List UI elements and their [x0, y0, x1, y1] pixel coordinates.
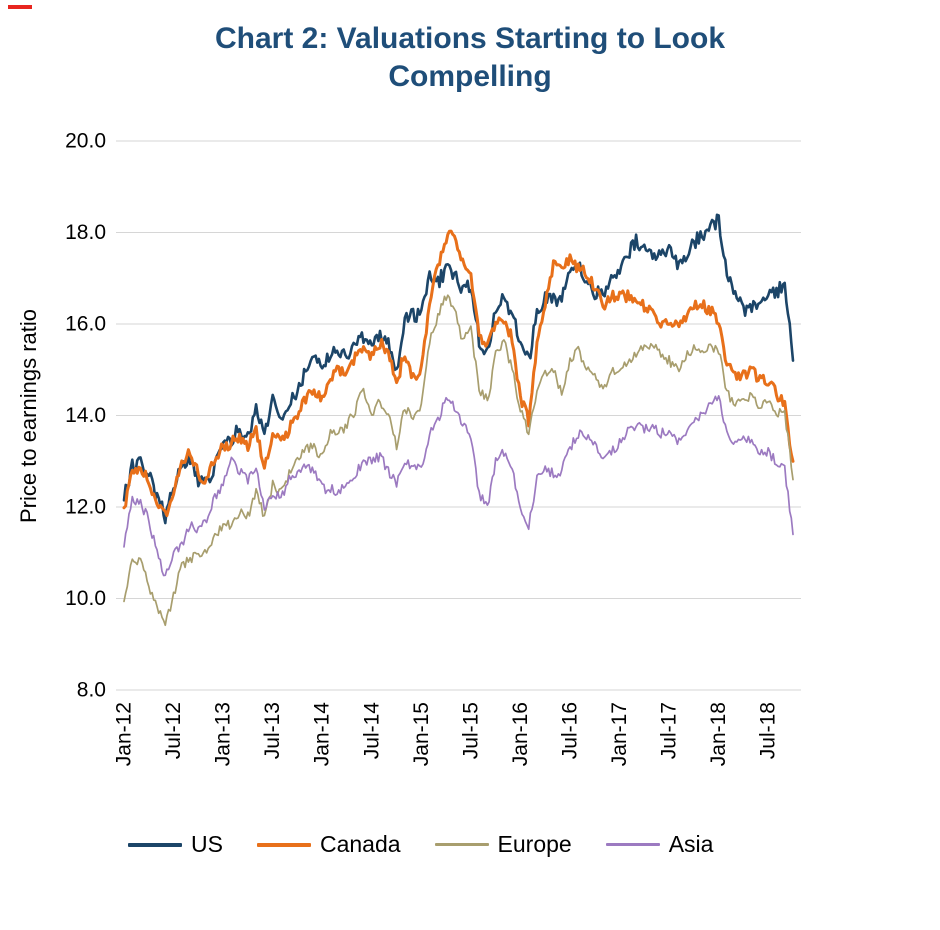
x-tick-label: Jul-14 [360, 702, 383, 760]
legend: US Canada Europe Asia [128, 831, 713, 858]
series-line-asia [123, 395, 794, 577]
legend-swatch-us [128, 842, 182, 847]
series-line-europe [123, 294, 794, 627]
y-tick-label: 12.0 [65, 496, 106, 519]
legend-swatch-europe [434, 843, 489, 846]
legend-swatch-asia [605, 843, 660, 846]
legend-label: Asia [668, 831, 714, 857]
x-tick-label: Jan-17 [608, 702, 631, 766]
x-tick-label: Jul-15 [459, 702, 482, 759]
legend-item-us: US [128, 831, 223, 858]
legend-swatch-canada [256, 842, 311, 847]
x-tick-label: Jan-13 [212, 702, 235, 766]
y-axis-title: Price to earnings ratio [16, 309, 41, 523]
legend-label: Canada [319, 831, 401, 857]
x-tick-label: Jul-17 [658, 702, 681, 759]
x-tick-label: Jan-12 [113, 702, 136, 766]
legend-item-europe: Europe [434, 831, 572, 858]
legend-label: Europe [497, 831, 572, 857]
legend-item-canada: Canada [256, 831, 401, 858]
series-line-us [122, 213, 795, 525]
x-tick-label: Jan-14 [311, 702, 334, 767]
series-line-canada [122, 229, 795, 518]
x-tick-label: Jul-18 [757, 702, 780, 759]
y-tick-label: 16.0 [65, 313, 106, 336]
y-tick-label: 10.0 [65, 587, 106, 610]
legend-item-asia: Asia [605, 831, 714, 858]
x-tick-label: Jul-12 [162, 702, 185, 759]
x-tick-label: Jan-15 [410, 702, 433, 766]
y-tick-label: 14.0 [65, 404, 106, 427]
legend-label: US [191, 831, 223, 857]
y-tick-label: 18.0 [65, 221, 106, 244]
chart-title: Chart 2: Valuations Starting to Look Com… [214, 22, 726, 94]
y-tick-label: 20.0 [65, 130, 106, 153]
x-tick-label: Jul-16 [559, 702, 582, 759]
y-tick-label: 8.0 [77, 679, 106, 702]
x-tick-label: Jan-18 [707, 702, 730, 766]
x-tick-label: Jan-16 [509, 702, 532, 766]
x-tick-label: Jul-13 [261, 702, 284, 759]
corner-mark [8, 5, 32, 9]
